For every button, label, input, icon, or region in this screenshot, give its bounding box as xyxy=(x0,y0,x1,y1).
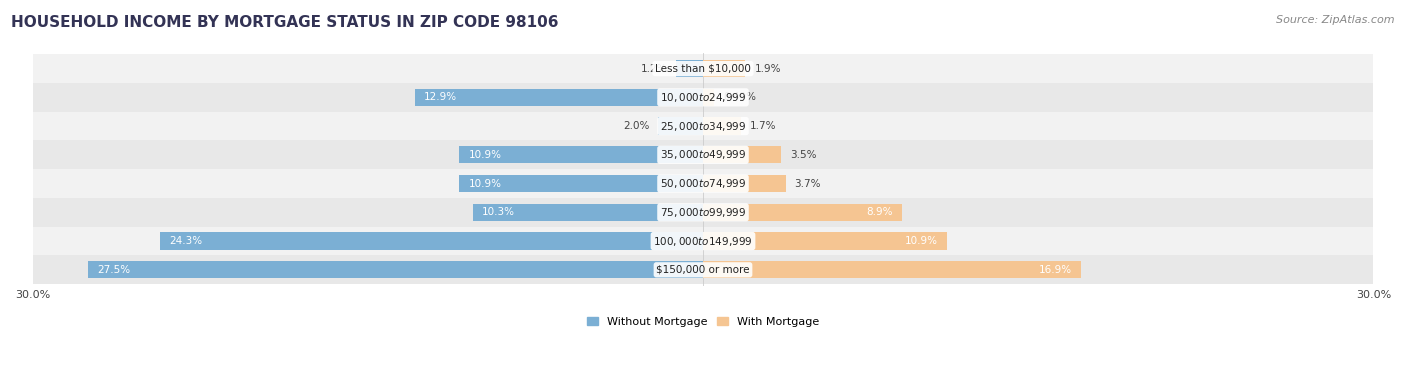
Text: $50,000 to $74,999: $50,000 to $74,999 xyxy=(659,177,747,190)
Bar xyxy=(32,112,1374,141)
Text: Source: ZipAtlas.com: Source: ZipAtlas.com xyxy=(1277,15,1395,25)
Bar xyxy=(676,60,703,77)
Text: $10,000 to $24,999: $10,000 to $24,999 xyxy=(659,91,747,104)
Bar xyxy=(32,227,1374,256)
Bar xyxy=(703,146,782,163)
Text: 3.5%: 3.5% xyxy=(790,150,817,160)
Text: HOUSEHOLD INCOME BY MORTGAGE STATUS IN ZIP CODE 98106: HOUSEHOLD INCOME BY MORTGAGE STATUS IN Z… xyxy=(11,15,558,30)
Text: 10.9%: 10.9% xyxy=(468,178,502,189)
Text: Less than $10,000: Less than $10,000 xyxy=(655,64,751,74)
Text: $150,000 or more: $150,000 or more xyxy=(657,265,749,275)
Bar xyxy=(703,232,946,250)
Text: 0.49%: 0.49% xyxy=(723,92,756,102)
Text: 2.0%: 2.0% xyxy=(623,121,650,131)
Bar xyxy=(32,169,1374,198)
Text: $25,000 to $34,999: $25,000 to $34,999 xyxy=(659,119,747,133)
Text: 27.5%: 27.5% xyxy=(97,265,131,275)
Text: $75,000 to $99,999: $75,000 to $99,999 xyxy=(659,206,747,219)
Bar xyxy=(89,261,703,279)
Bar xyxy=(160,232,703,250)
Bar xyxy=(32,54,1374,83)
Legend: Without Mortgage, With Mortgage: Without Mortgage, With Mortgage xyxy=(582,312,824,331)
Text: 10.3%: 10.3% xyxy=(482,207,515,217)
Text: 1.2%: 1.2% xyxy=(641,64,668,74)
Bar xyxy=(32,83,1374,112)
Text: 10.9%: 10.9% xyxy=(468,150,502,160)
Text: 10.9%: 10.9% xyxy=(904,236,938,246)
Bar xyxy=(32,141,1374,169)
Bar xyxy=(703,175,786,192)
Bar xyxy=(658,118,703,135)
Text: $35,000 to $49,999: $35,000 to $49,999 xyxy=(659,148,747,161)
Bar xyxy=(32,256,1374,284)
Text: 8.9%: 8.9% xyxy=(866,207,893,217)
Text: 1.7%: 1.7% xyxy=(749,121,776,131)
Bar xyxy=(460,175,703,192)
Text: 1.9%: 1.9% xyxy=(755,64,780,74)
Bar xyxy=(460,146,703,163)
Bar xyxy=(472,204,703,221)
Text: 12.9%: 12.9% xyxy=(423,92,457,102)
Bar xyxy=(703,204,901,221)
Bar xyxy=(32,198,1374,227)
Bar xyxy=(703,118,741,135)
Text: $100,000 to $149,999: $100,000 to $149,999 xyxy=(654,235,752,248)
Text: 24.3%: 24.3% xyxy=(169,236,202,246)
Bar xyxy=(703,60,745,77)
Text: 3.7%: 3.7% xyxy=(794,178,821,189)
Bar xyxy=(703,261,1081,279)
Text: 16.9%: 16.9% xyxy=(1039,265,1071,275)
Bar xyxy=(415,89,703,106)
Bar xyxy=(703,89,714,106)
